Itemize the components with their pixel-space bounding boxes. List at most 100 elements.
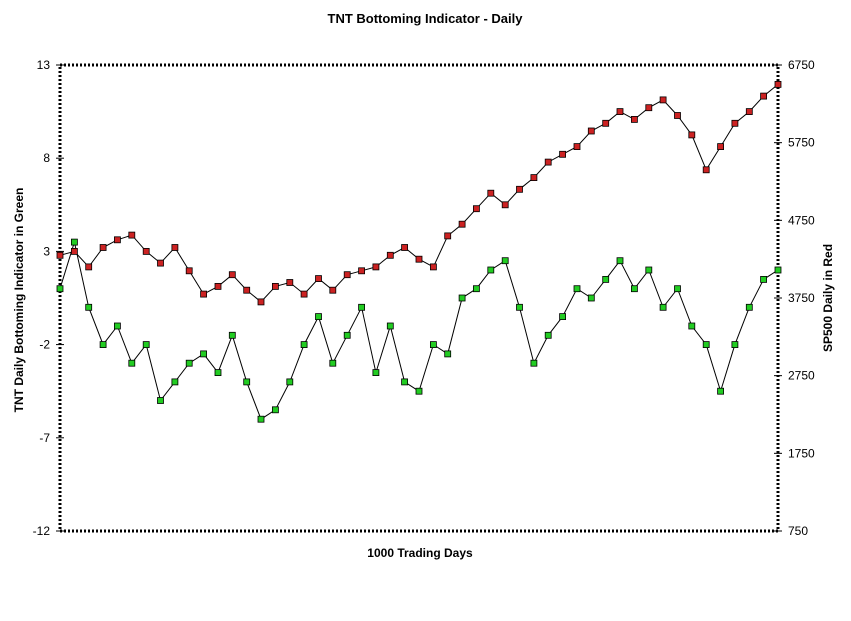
data-point [458, 220, 466, 228]
left-tick-label: 8 [43, 151, 50, 165]
data-point [372, 263, 380, 271]
data-point [214, 369, 222, 377]
left-tick-label: -12 [33, 524, 51, 538]
data-point [372, 369, 380, 377]
data-point [516, 185, 523, 193]
data-point [631, 285, 638, 293]
right-tick-label: 3750 [788, 291, 815, 305]
data-point [587, 294, 595, 302]
data-point [200, 290, 208, 298]
series-line [59, 84, 779, 303]
data-point [286, 378, 294, 386]
data-point [128, 359, 136, 367]
data-point [157, 397, 164, 404]
series-tnt-indicator [56, 238, 782, 423]
data-point [171, 244, 179, 251]
data-point [760, 275, 767, 283]
right-tick-label: 1750 [788, 446, 815, 460]
data-point [343, 331, 351, 339]
data-point [71, 247, 78, 255]
data-point [142, 247, 150, 255]
data-point [228, 271, 236, 279]
data-point [56, 285, 64, 293]
right-axis-ticks: 6750 5750 4750 3750 2750 1750 750 [774, 58, 815, 538]
left-axis-ticks: 13 8 3 -2 -7 -12 [33, 58, 64, 538]
data-point [760, 92, 767, 100]
right-y-axis-label: SP500 Daily in Red [821, 244, 835, 352]
data-point [731, 119, 739, 127]
chart-title: TNT Bottoming Indicator - Daily [328, 11, 524, 26]
data-point [429, 263, 437, 271]
data-point [228, 331, 236, 339]
data-point [559, 150, 566, 158]
x-axis-label: 1000 Trading Days [367, 546, 473, 560]
data-point [329, 359, 337, 367]
left-tick-label: -2 [39, 338, 50, 352]
data-point [774, 81, 782, 88]
data-point [315, 275, 322, 283]
data-point [674, 285, 681, 293]
data-point [458, 294, 466, 302]
data-point [688, 322, 696, 330]
data-point [386, 251, 394, 259]
data-point [401, 378, 409, 386]
data-point [472, 285, 480, 293]
data-point [271, 282, 279, 290]
data-point [587, 127, 595, 135]
data-point [286, 279, 294, 286]
data-point [645, 266, 653, 274]
data-point [616, 108, 624, 115]
data-point [530, 359, 538, 367]
data-point [731, 341, 739, 349]
data-point [487, 266, 495, 274]
right-tick-label: 6750 [788, 58, 815, 72]
data-point [114, 322, 121, 330]
data-point [573, 285, 581, 293]
data-point [487, 189, 495, 197]
data-point [745, 108, 753, 115]
data-point [444, 350, 452, 358]
data-point [401, 244, 409, 251]
data-point [343, 271, 351, 279]
left-tick-label: 13 [37, 58, 51, 72]
data-point [645, 104, 653, 112]
series-layer [56, 81, 782, 423]
data-point [659, 303, 667, 311]
right-tick-label: 5750 [788, 136, 815, 150]
data-point [702, 166, 710, 174]
data-point [659, 96, 667, 104]
data-point [530, 174, 538, 182]
left-y-axis-label: TNT Daily Bottoming Indicator in Green [12, 188, 26, 413]
data-point [315, 313, 322, 321]
data-point [717, 387, 724, 395]
data-point [99, 244, 107, 251]
left-tick-label: 3 [43, 244, 50, 258]
series-sp500 [56, 81, 782, 306]
right-tick-label: 2750 [788, 369, 815, 383]
data-point [774, 266, 782, 274]
data-point [114, 236, 121, 244]
data-point [745, 303, 753, 311]
data-point [516, 303, 523, 311]
data-point [717, 143, 724, 151]
data-point [329, 286, 337, 294]
data-point [674, 112, 681, 119]
data-point [85, 303, 93, 311]
data-point [358, 303, 366, 311]
left-tick-label: -7 [39, 431, 50, 445]
data-point [56, 251, 64, 259]
data-point [631, 116, 638, 123]
data-point [200, 350, 208, 358]
data-point [702, 341, 710, 349]
data-point [71, 238, 78, 246]
data-point [171, 378, 179, 386]
data-point [415, 255, 423, 263]
data-point [243, 378, 251, 386]
data-point [501, 257, 509, 265]
data-point [300, 290, 308, 298]
data-point [214, 282, 222, 290]
data-point [616, 257, 624, 265]
data-point [257, 415, 265, 423]
data-point [128, 231, 136, 239]
